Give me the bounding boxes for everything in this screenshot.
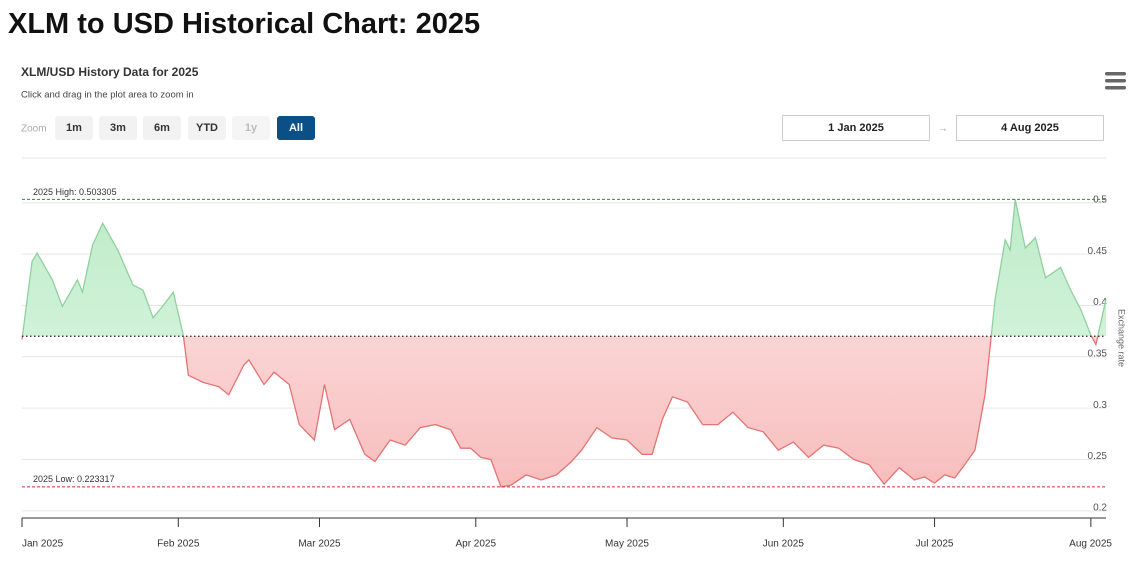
page-title: XLM to USD Historical Chart: 2025 <box>8 8 481 40</box>
x-tick-label: Aug 2025 <box>1069 539 1112 550</box>
chart-title: XLM/USD History Data for 2025 <box>21 65 199 79</box>
zoom-button[interactable]: 3m <box>99 116 137 140</box>
menu-bar <box>1105 72 1126 76</box>
y-tick-label: 0.35 <box>1088 348 1108 359</box>
x-tick-label: Jan 2025 <box>22 539 64 550</box>
zoom-button[interactable]: 1m <box>55 116 93 140</box>
x-tick-label: Jun 2025 <box>763 539 805 550</box>
area-above <box>22 199 1106 337</box>
zoom-button: 1y <box>232 116 270 140</box>
area-below <box>22 336 1098 487</box>
zoom-button[interactable]: YTD <box>188 116 226 140</box>
x-tick-label: Mar 2025 <box>298 539 341 550</box>
range-from[interactable]: 1 Jan 2025 <box>782 115 930 141</box>
x-tick-label: Apr 2025 <box>455 539 496 550</box>
zoom-button[interactable]: All <box>277 116 315 140</box>
y-tick-label: 0.5 <box>1093 194 1107 205</box>
reference-label: 2025 Low: 0.223317 <box>33 474 115 484</box>
y-tick-label: 0.3 <box>1093 400 1107 411</box>
line-above <box>21 199 1107 337</box>
y-tick-label: 0.25 <box>1088 451 1108 462</box>
line-below <box>21 336 1099 488</box>
range-separator: → <box>938 124 948 135</box>
y-tick-label: 0.45 <box>1088 246 1108 257</box>
reference-label: 2025 High: 0.503305 <box>33 187 117 197</box>
x-tick-label: Feb 2025 <box>157 539 200 550</box>
range-to[interactable]: 4 Aug 2025 <box>956 115 1104 141</box>
chart-subtitle: Click and drag in the plot area to zoom … <box>21 90 194 101</box>
zoom-button[interactable]: 6m <box>143 116 181 140</box>
menu-icon[interactable] <box>1105 72 1126 90</box>
y-tick-label: 0.4 <box>1093 297 1107 308</box>
menu-bar <box>1105 79 1126 83</box>
x-tick-label: May 2025 <box>605 539 649 550</box>
y-tick-label: 0.2 <box>1093 502 1107 513</box>
y-axis-title: Exchange rate <box>1117 309 1127 367</box>
menu-bar <box>1105 86 1126 90</box>
x-tick-label: Jul 2025 <box>916 539 954 550</box>
zoom-label: Zoom <box>21 124 47 135</box>
